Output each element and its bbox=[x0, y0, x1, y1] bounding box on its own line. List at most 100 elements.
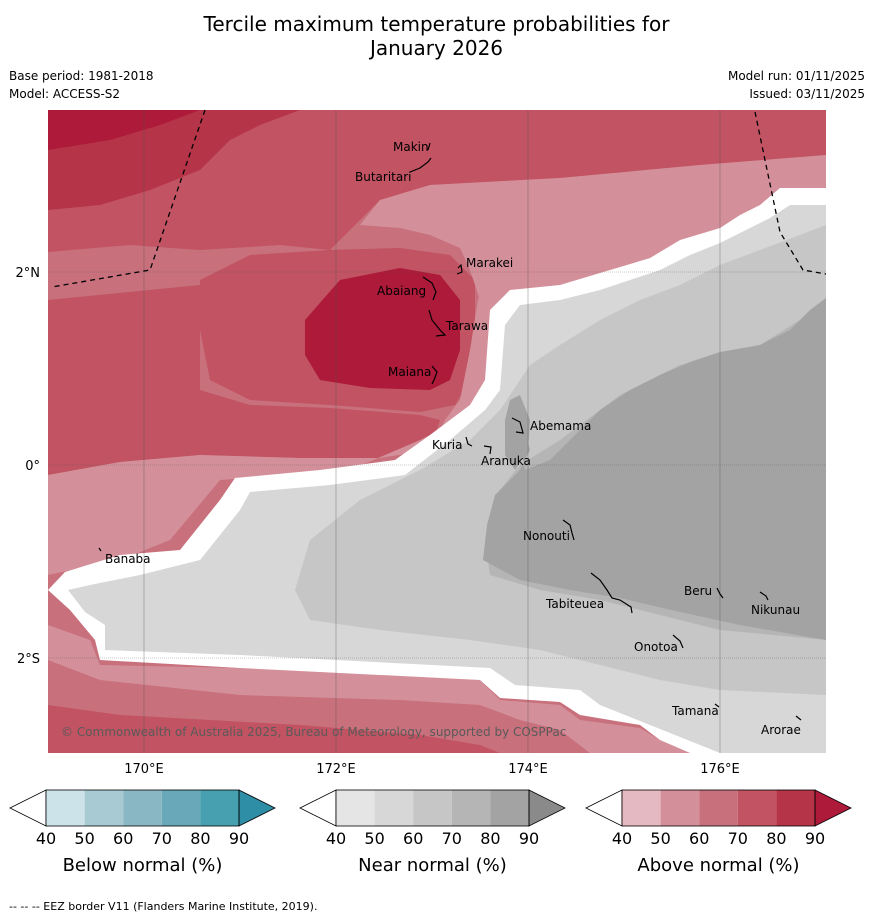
island-tamana bbox=[714, 703, 720, 708]
title-line-2: January 2026 bbox=[369, 36, 504, 60]
probability-field bbox=[48, 110, 826, 753]
label-abemama: Abemama bbox=[530, 419, 591, 433]
colorbar-segment bbox=[737, 790, 777, 826]
island-arorae bbox=[795, 715, 802, 721]
colorbar-tick: 70 bbox=[442, 829, 462, 848]
base-period: Base period: 1981-2018 bbox=[9, 69, 154, 83]
label-banaba: Banaba bbox=[105, 552, 151, 566]
colorbar-extend-low bbox=[9, 789, 47, 827]
colorbar-tick: 60 bbox=[403, 829, 423, 848]
label-nikunau: Nikunau bbox=[751, 603, 800, 617]
title-line-1: Tercile maximum temperature probabilitie… bbox=[203, 12, 670, 36]
label-makin: Makin bbox=[393, 140, 429, 154]
colorbar-extend-high bbox=[528, 789, 566, 827]
colorbar-segment bbox=[660, 790, 700, 826]
colorbar-tick: 50 bbox=[364, 829, 384, 848]
island-tabiteuea bbox=[590, 572, 633, 614]
colorbar-tick: 40 bbox=[326, 829, 346, 848]
colorbar-tick: 90 bbox=[229, 829, 249, 848]
footnote: -- -- -- EEZ border V11 (Flanders Marine… bbox=[9, 900, 318, 913]
label-marakei: Marakei bbox=[466, 256, 513, 270]
colorbar-3: 40 50 60 70 80 90 Above normal (%) bbox=[585, 789, 852, 876]
colorbar-segment bbox=[374, 790, 414, 826]
island-beru bbox=[716, 587, 724, 599]
colorbar-segment bbox=[200, 790, 239, 826]
graticule bbox=[48, 110, 826, 753]
colorbar-tick: 80 bbox=[766, 829, 786, 848]
island-onotoa bbox=[672, 634, 684, 649]
colorbar-tick: 80 bbox=[480, 829, 500, 848]
lon-label-176e: 176°E bbox=[700, 762, 740, 777]
lon-label-172e: 172°E bbox=[316, 762, 356, 777]
label-abaiang: Abaiang bbox=[377, 284, 426, 298]
island-butaritari bbox=[409, 157, 432, 173]
colorbar-segment bbox=[336, 790, 375, 826]
colorbar-segment bbox=[161, 790, 201, 826]
colorbar-tick: 60 bbox=[113, 829, 133, 848]
label-kuria: Kuria bbox=[432, 438, 463, 452]
lon-label-170e: 170°E bbox=[124, 762, 164, 777]
islands bbox=[98, 142, 802, 721]
island-makin bbox=[427, 142, 431, 151]
colorbar-extend-low bbox=[299, 789, 337, 827]
island-maiana bbox=[431, 365, 438, 385]
colorbar-segment bbox=[451, 790, 491, 826]
meta-right: Model run: 01/11/2025 Issued: 03/11/2025 bbox=[728, 67, 865, 103]
colorbar-extend-high bbox=[238, 789, 276, 827]
lat-label-0: 0° bbox=[25, 459, 40, 474]
island-aranuka bbox=[483, 445, 492, 455]
label-aranuka: Aranuka bbox=[481, 454, 531, 468]
colorbar-tick: 50 bbox=[74, 829, 94, 848]
label-onotoa: Onotoa bbox=[634, 640, 678, 654]
colorbar-outline bbox=[45, 789, 240, 827]
colorbar-label: Near normal (%) bbox=[358, 855, 507, 876]
lon-label-174e: 174°E bbox=[508, 762, 548, 777]
colorbar-segment bbox=[776, 790, 815, 826]
lat-label-2s: 2°S bbox=[17, 652, 40, 667]
colorbar-extend-low bbox=[585, 789, 623, 827]
meta-left: Base period: 1981-2018 Model: ACCESS-S2 bbox=[9, 67, 154, 103]
colorbar-segment bbox=[490, 790, 529, 826]
colorbar-tick: 40 bbox=[612, 829, 632, 848]
colorbar-1: 40 50 60 70 80 90 Below normal (%) bbox=[9, 789, 276, 876]
lat-label-2n: 2°N bbox=[16, 266, 41, 281]
colorbar-segment bbox=[622, 790, 661, 826]
axis-labels: 2°N 0° 2°S 170°E 172°E 174°E 176°E bbox=[16, 266, 740, 777]
copyright-notice: © Commonwealth of Australia 2025, Bureau… bbox=[61, 725, 566, 739]
colorbar-tick: 90 bbox=[519, 829, 539, 848]
colorbar-tick: 40 bbox=[36, 829, 56, 848]
colorbar-outline bbox=[335, 789, 530, 827]
colorbar-segment bbox=[413, 790, 452, 826]
colorbar-tick: 70 bbox=[728, 829, 748, 848]
colorbar-segment bbox=[46, 790, 85, 826]
eez-border bbox=[51, 109, 827, 288]
issued-date: Issued: 03/11/2025 bbox=[749, 87, 865, 101]
colorbar-tick: 60 bbox=[689, 829, 709, 848]
island-marakei bbox=[456, 263, 463, 275]
colorbar-extend-high bbox=[814, 789, 852, 827]
island-kuria bbox=[465, 436, 473, 447]
colorbar-tick: 70 bbox=[152, 829, 172, 848]
label-nonouti: Nonouti bbox=[523, 529, 570, 543]
label-beru: Beru bbox=[684, 584, 712, 598]
colorbar-tick: 90 bbox=[805, 829, 825, 848]
colorbar-tick: 50 bbox=[650, 829, 670, 848]
map-title: Tercile maximum temperature probabilitie… bbox=[0, 12, 873, 60]
model-name: Model: ACCESS-S2 bbox=[9, 87, 121, 101]
colorbar-segment bbox=[84, 790, 124, 826]
island-banaba bbox=[98, 547, 102, 552]
place-labels: Makin Butaritari Marakei Abaiang Tarawa … bbox=[105, 140, 801, 737]
colorbar-outline bbox=[621, 789, 816, 827]
label-maiana: Maiana bbox=[388, 365, 431, 379]
colorbars: 40 50 60 70 80 90 Below normal (%) 40 50 60 70 80 90… bbox=[9, 789, 852, 876]
colorbar-segment bbox=[123, 790, 162, 826]
island-nikunau bbox=[759, 591, 769, 601]
label-tarawa: Tarawa bbox=[445, 319, 488, 333]
island-tarawa bbox=[428, 309, 447, 337]
label-butaritari: Butaritari bbox=[355, 170, 412, 184]
label-tamana: Tamana bbox=[671, 704, 719, 718]
colorbar-label: Above normal (%) bbox=[637, 855, 799, 876]
colorbar-label: Below normal (%) bbox=[63, 855, 223, 876]
label-tabiteuea: Tabiteuea bbox=[545, 597, 604, 611]
